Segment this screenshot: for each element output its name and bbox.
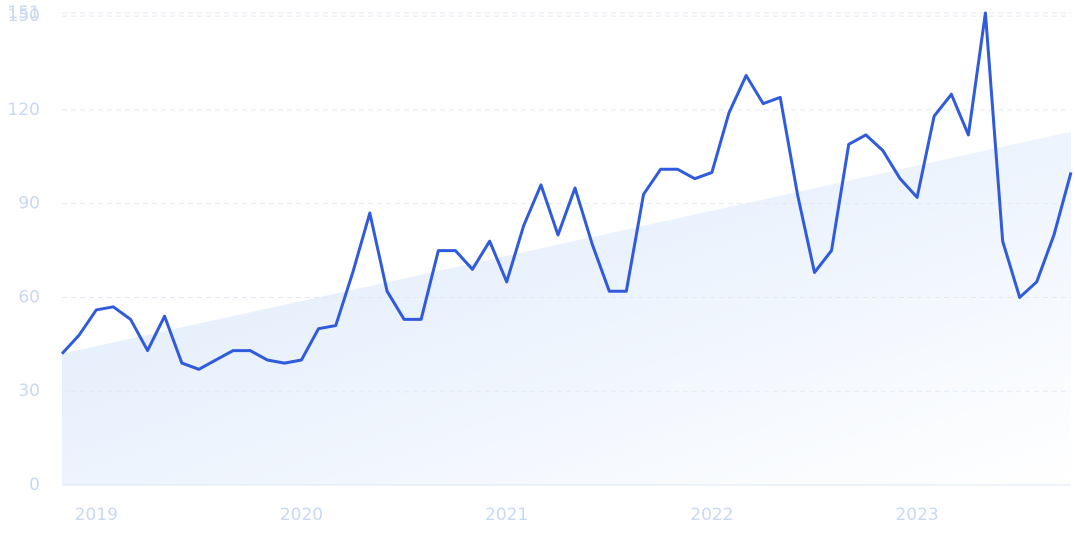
y-tick-label: 150 — [8, 6, 40, 26]
y-tick-label: 120 — [8, 100, 40, 120]
x-tick-label: 2022 — [690, 505, 733, 525]
x-tick-label: 2023 — [895, 505, 938, 525]
y-tick-label: 30 — [18, 381, 40, 401]
trend-area — [62, 131, 1071, 485]
y-tick-label: 60 — [18, 287, 40, 307]
y-tick-label: 0 — [29, 475, 40, 495]
trend-line — [60, 11, 1073, 371]
x-tick-label: 2020 — [280, 505, 323, 525]
x-tick-label: 2021 — [485, 505, 528, 525]
y-tick-label: 151 — [8, 3, 40, 23]
y-tick-label: 90 — [18, 194, 40, 214]
x-tick-label: 2019 — [75, 505, 118, 525]
